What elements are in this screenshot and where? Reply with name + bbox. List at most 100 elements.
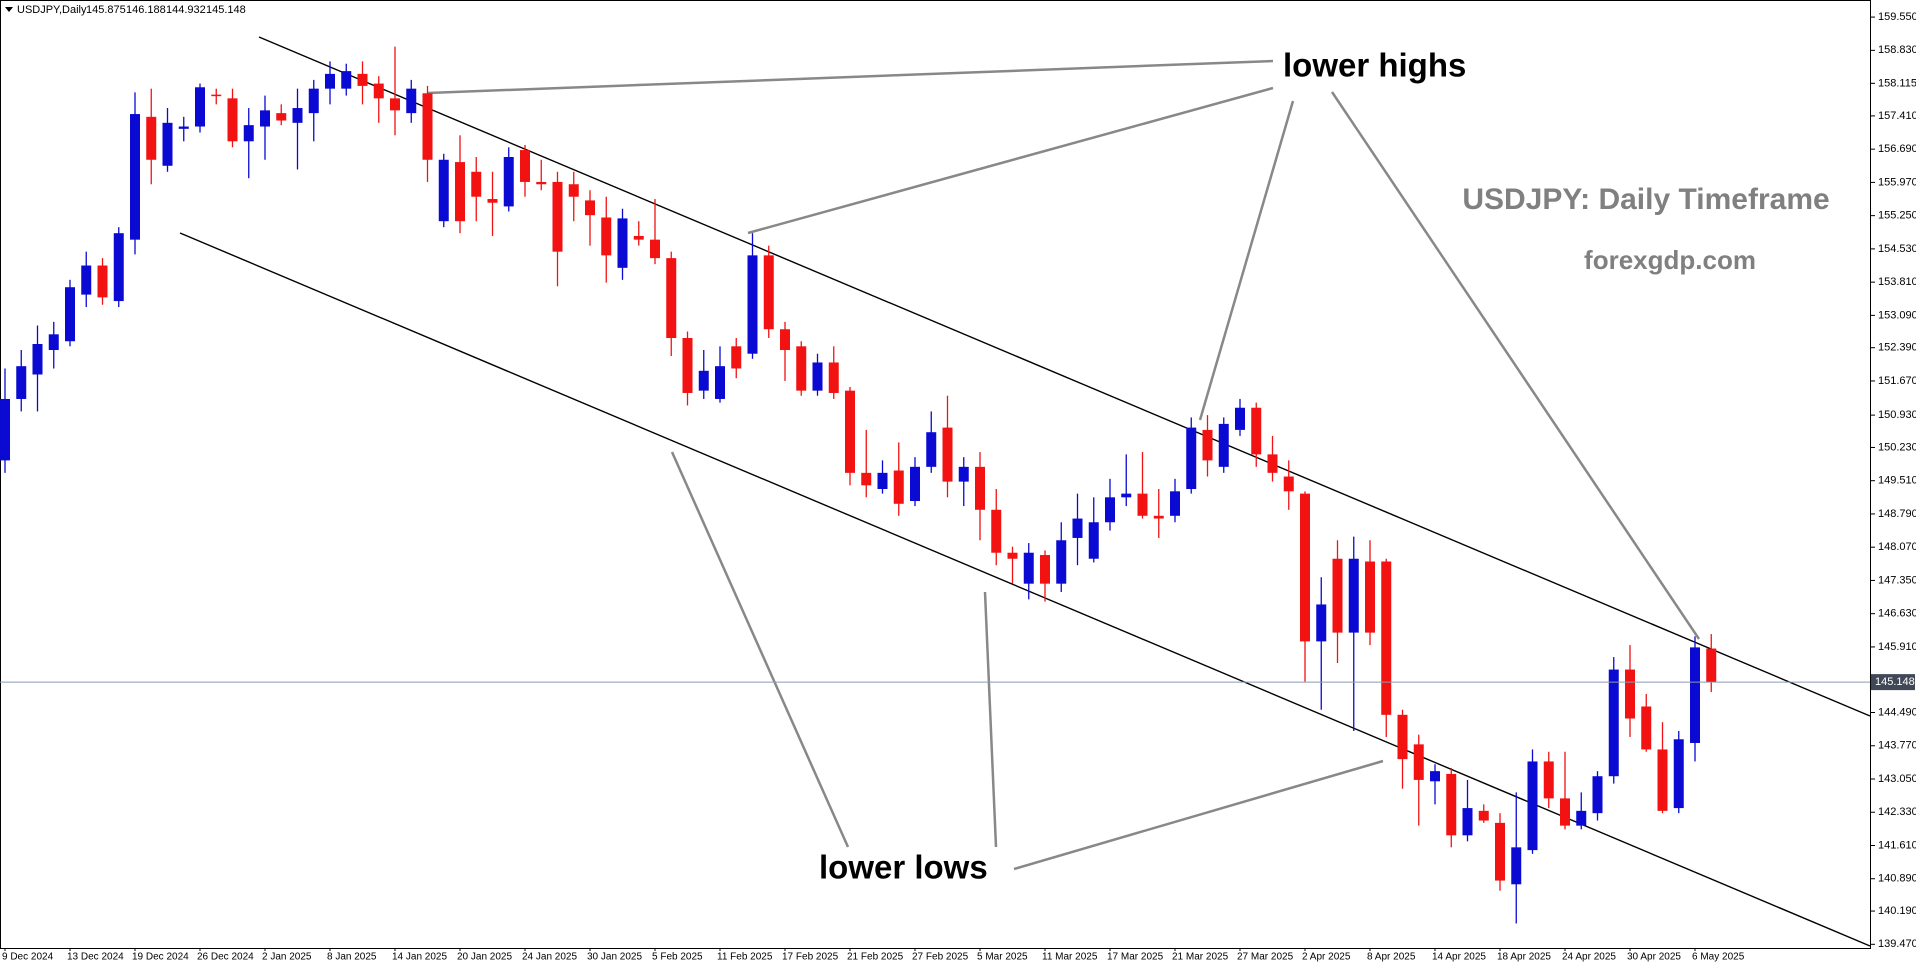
candle-body bbox=[373, 83, 384, 99]
x-tick-label: 2 Apr 2025 bbox=[1302, 952, 1351, 963]
candle-body bbox=[455, 162, 465, 222]
pointer bbox=[983, 591, 998, 848]
candle-body bbox=[1251, 407, 1262, 455]
candle-body bbox=[65, 287, 75, 342]
pointer bbox=[670, 451, 850, 848]
x-tick-label: 9 Dec 2024 bbox=[2, 952, 54, 963]
candle-body bbox=[861, 472, 872, 486]
candle-body bbox=[390, 98, 400, 111]
x-tick-label: 5 Feb 2025 bbox=[652, 952, 703, 963]
candle-body bbox=[487, 199, 498, 203]
y-tick-label: 151.670 bbox=[1878, 375, 1916, 387]
candle-body bbox=[1690, 647, 1700, 743]
candle-body bbox=[130, 114, 140, 240]
candle-body bbox=[1608, 669, 1619, 777]
x-tick-label: 27 Feb 2025 bbox=[912, 952, 969, 963]
candle-body bbox=[1592, 776, 1603, 814]
candle-body bbox=[1186, 427, 1197, 490]
ohlc-open: 145.875 bbox=[86, 4, 126, 16]
candle-body bbox=[536, 181, 547, 185]
candle-body bbox=[926, 432, 937, 467]
candle-body bbox=[715, 366, 725, 399]
y-tick-label: 158.830 bbox=[1878, 44, 1916, 56]
y-tick-label: 140.190 bbox=[1878, 905, 1916, 917]
candle-body bbox=[1397, 714, 1408, 760]
candle-body bbox=[81, 265, 92, 295]
candle-body bbox=[308, 88, 319, 114]
menu-arrow bbox=[5, 7, 13, 12]
candle-body bbox=[48, 334, 59, 351]
candle-body bbox=[1381, 561, 1392, 715]
candle-body bbox=[1218, 423, 1229, 467]
candle-body bbox=[97, 265, 108, 298]
candle-body bbox=[1495, 822, 1505, 881]
x-tick-label: 26 Dec 2024 bbox=[197, 952, 254, 963]
pointer bbox=[1013, 759, 1384, 871]
y-tick-label: 145.910 bbox=[1878, 641, 1916, 653]
x-tick-label: 8 Jan 2025 bbox=[327, 952, 377, 963]
pointer bbox=[1330, 91, 1701, 640]
candle-body bbox=[1056, 540, 1067, 584]
x-tick-label: 14 Apr 2025 bbox=[1432, 952, 1486, 963]
ohlc-close: 145.148 bbox=[206, 4, 246, 16]
pointer bbox=[1198, 100, 1295, 421]
candle-body bbox=[585, 200, 595, 216]
website: forexgdp.com bbox=[1584, 245, 1756, 275]
candle-body bbox=[1430, 771, 1440, 782]
candle-body bbox=[227, 98, 238, 142]
candle-body bbox=[845, 390, 855, 473]
candle-body bbox=[292, 108, 303, 123]
candle-body bbox=[260, 110, 270, 127]
candle-body bbox=[1332, 558, 1343, 633]
y-tick-label: 153.090 bbox=[1878, 309, 1916, 321]
x-tick-label: 5 Mar 2025 bbox=[977, 952, 1028, 963]
y-tick-label: 141.610 bbox=[1878, 839, 1916, 851]
lower-channel bbox=[179, 232, 1871, 947]
x-tick-label: 17 Mar 2025 bbox=[1107, 952, 1164, 963]
x-tick-label: 20 Jan 2025 bbox=[457, 952, 512, 963]
candle-body bbox=[1365, 561, 1375, 633]
x-tick-label: 11 Feb 2025 bbox=[717, 952, 773, 963]
candle-body bbox=[113, 233, 124, 302]
candle-body bbox=[1300, 493, 1310, 642]
candle-body bbox=[178, 126, 189, 129]
x-tick-label: 14 Jan 2025 bbox=[392, 952, 447, 963]
y-tick-label: 159.550 bbox=[1878, 11, 1916, 23]
candle-body bbox=[1283, 476, 1294, 492]
y-tick-label: 146.630 bbox=[1878, 608, 1916, 620]
candle-body bbox=[1673, 739, 1684, 809]
candle-body bbox=[211, 94, 222, 97]
candle-body bbox=[650, 239, 660, 259]
x-tick-label: 30 Apr 2025 bbox=[1627, 952, 1681, 963]
candle-body bbox=[1121, 493, 1132, 498]
y-tick-label: 143.050 bbox=[1878, 773, 1916, 785]
x-tick-label: 18 Apr 2025 bbox=[1497, 952, 1551, 963]
candle-body bbox=[1706, 648, 1717, 683]
y-tick-label: 143.770 bbox=[1878, 740, 1916, 752]
y-tick-label: 139.470 bbox=[1878, 938, 1916, 950]
candle-body bbox=[243, 125, 254, 142]
candle-body bbox=[763, 255, 774, 330]
x-tick-label: 11 Mar 2025 bbox=[1042, 952, 1098, 963]
x-tick-label: 21 Mar 2025 bbox=[1172, 952, 1229, 963]
y-tick-label: 142.330 bbox=[1878, 806, 1916, 818]
candle-body bbox=[1413, 744, 1424, 780]
y-tick-label: 148.070 bbox=[1878, 541, 1916, 553]
candle-body bbox=[1170, 491, 1180, 516]
candle-body bbox=[1527, 761, 1538, 851]
ohlc-high: 146.188 bbox=[126, 4, 166, 16]
pointer bbox=[427, 59, 1274, 95]
candle-body bbox=[503, 156, 514, 207]
x-tick-label: 13 Dec 2024 bbox=[67, 952, 124, 963]
candle-body bbox=[1007, 552, 1018, 559]
candle-body bbox=[1153, 515, 1164, 519]
symbol: USDJPY,Daily bbox=[17, 4, 87, 16]
x-tick-label: 2 Jan 2025 bbox=[262, 952, 312, 963]
candle-body bbox=[877, 472, 888, 490]
candle-body bbox=[357, 73, 368, 86]
price-tag-label: 145.148 bbox=[1875, 676, 1915, 688]
candle-body bbox=[975, 466, 985, 510]
candle-body bbox=[1348, 558, 1359, 633]
pointer bbox=[747, 86, 1274, 235]
